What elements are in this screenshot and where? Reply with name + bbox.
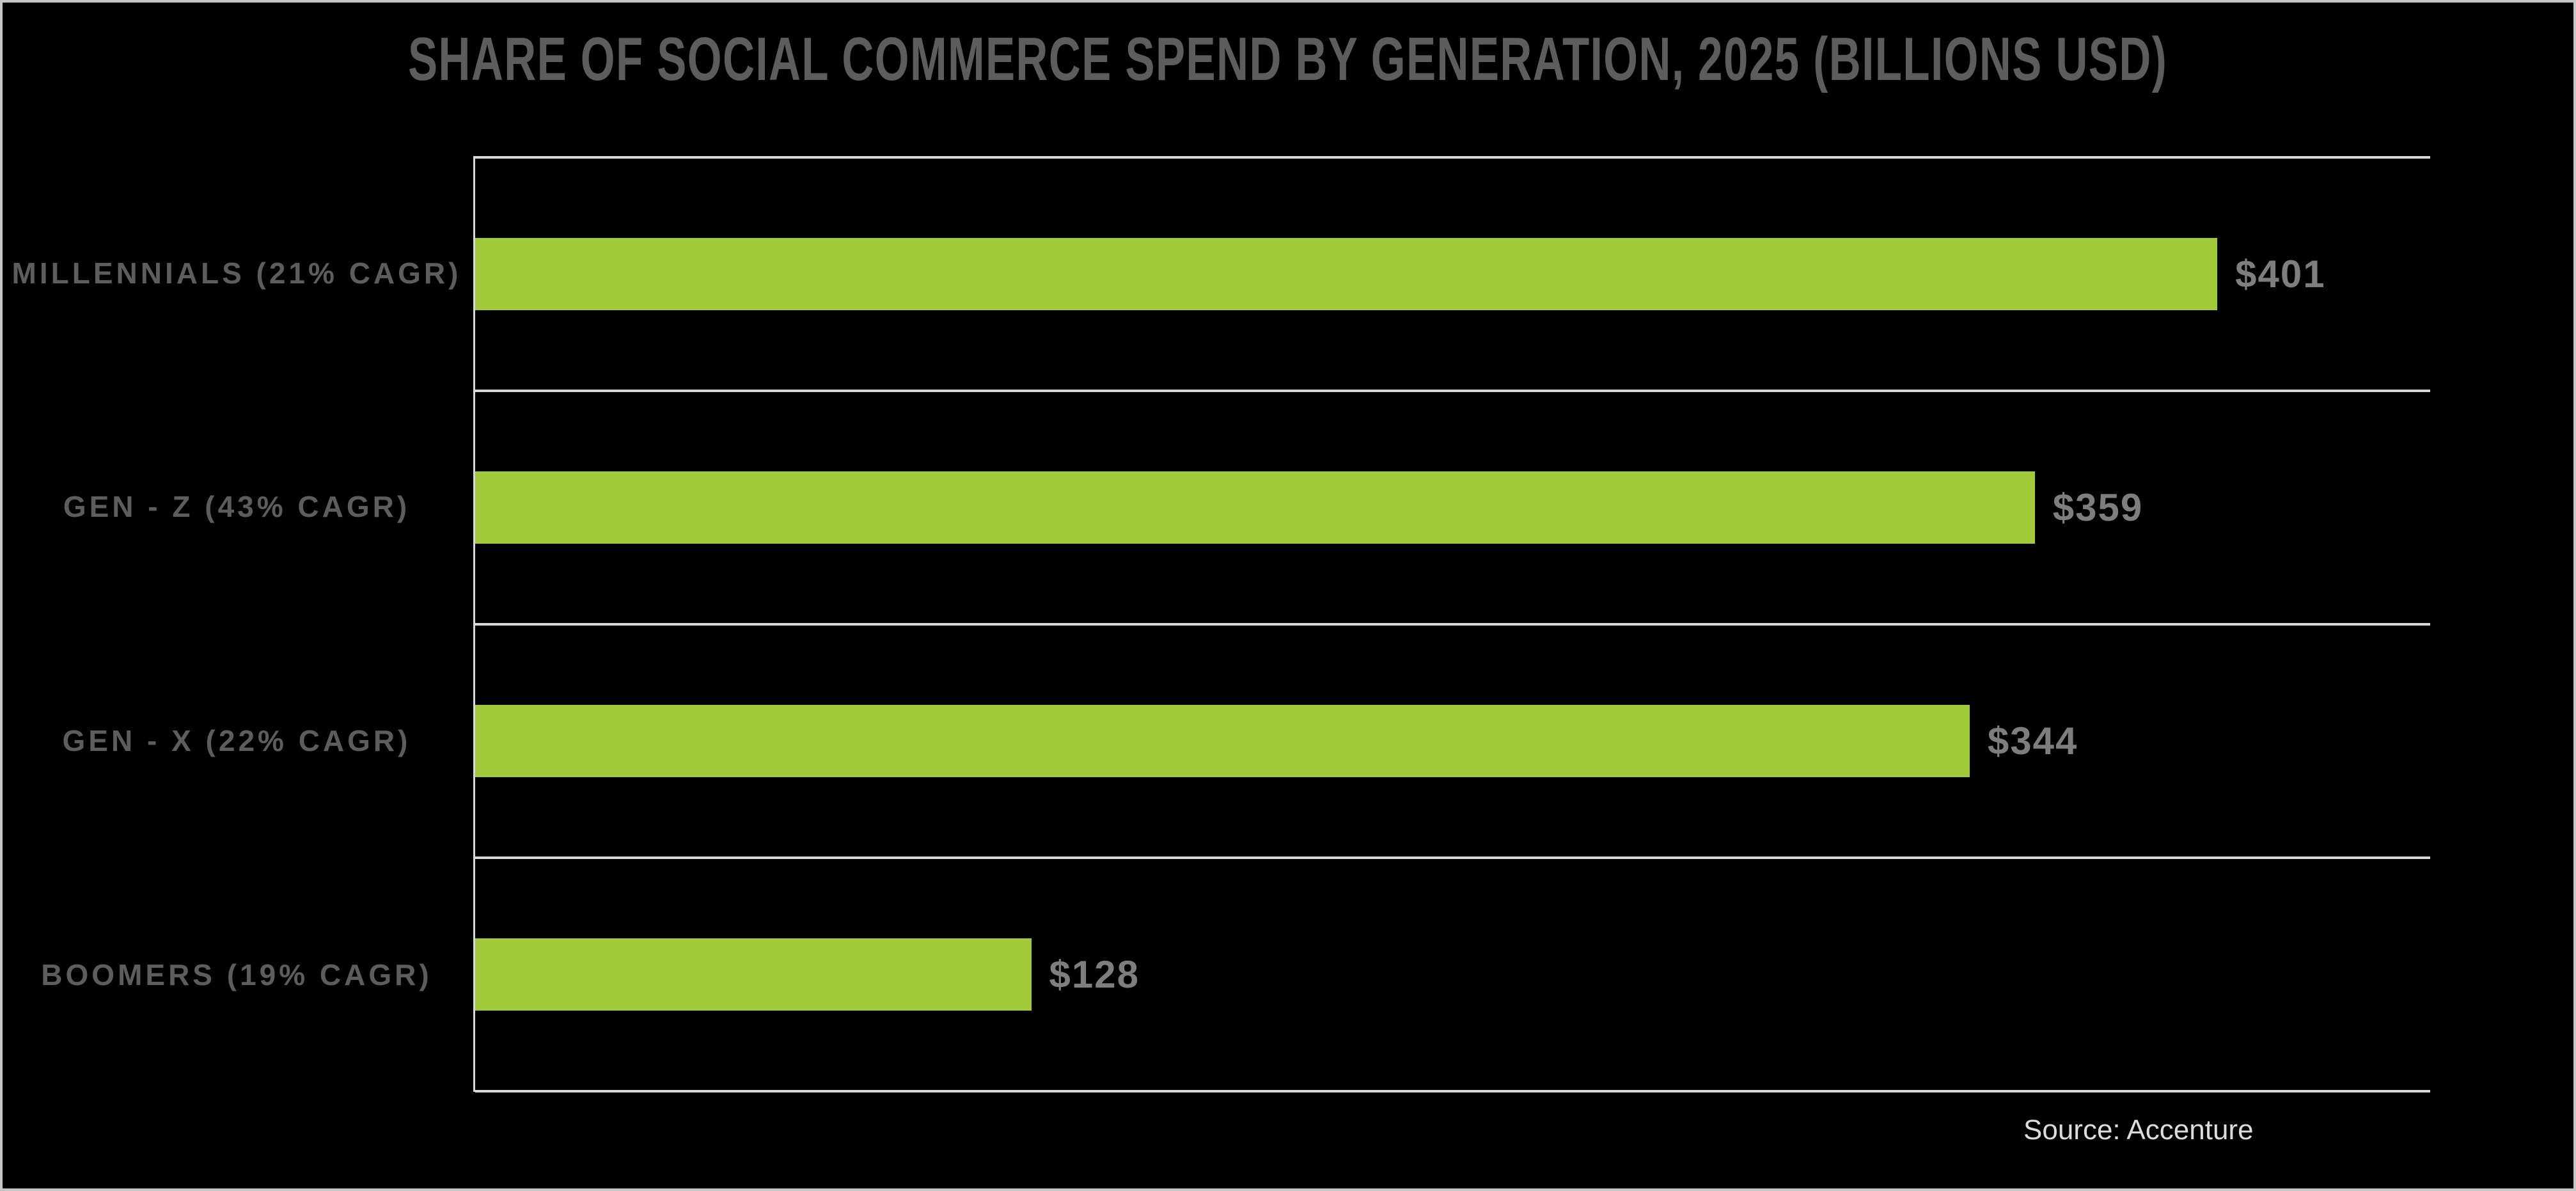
plot-area: $401 $359 $344 $128 (473, 156, 2430, 1092)
category-label-gen-z: GEN - Z (43% CAGR) (63, 490, 411, 524)
band-boomers: $128 (475, 859, 2430, 1092)
category-cell: BOOMERS (19% CAGR) (3, 858, 473, 1092)
bar-gen-x (475, 705, 1970, 777)
bar-gen-z (475, 471, 2035, 544)
chart-title-wrap: SHARE OF SOCIAL COMMERCE SPEND BY GENERA… (3, 24, 2573, 95)
category-cell: GEN - X (22% CAGR) (3, 624, 473, 858)
source-note: Source: Accenture (2023, 1114, 2254, 1146)
chart-title: SHARE OF SOCIAL COMMERCE SPEND BY GENERA… (408, 25, 2168, 93)
bar-millennials (475, 238, 2218, 310)
band-gen-z: $359 (475, 392, 2430, 626)
band-gen-x: $344 (475, 626, 2430, 859)
value-label-boomers: $128 (1049, 953, 1140, 996)
band-millennials: $401 (475, 159, 2430, 392)
category-label-millennials: MILLENNIALS (21% CAGR) (12, 256, 462, 290)
category-label-boomers: BOOMERS (19% CAGR) (41, 958, 432, 991)
category-label-gen-x: GEN - X (22% CAGR) (62, 724, 411, 758)
category-cell: MILLENNIALS (21% CAGR) (3, 156, 473, 390)
category-cell: GEN - Z (43% CAGR) (3, 390, 473, 624)
value-label-gen-z: $359 (2052, 486, 2144, 529)
category-axis: MILLENNIALS (21% CAGR) GEN - Z (43% CAGR… (3, 156, 473, 1092)
value-label-gen-x: $344 (1987, 720, 2078, 762)
bar-boomers (475, 938, 1032, 1011)
value-label-millennials: $401 (2235, 253, 2326, 296)
